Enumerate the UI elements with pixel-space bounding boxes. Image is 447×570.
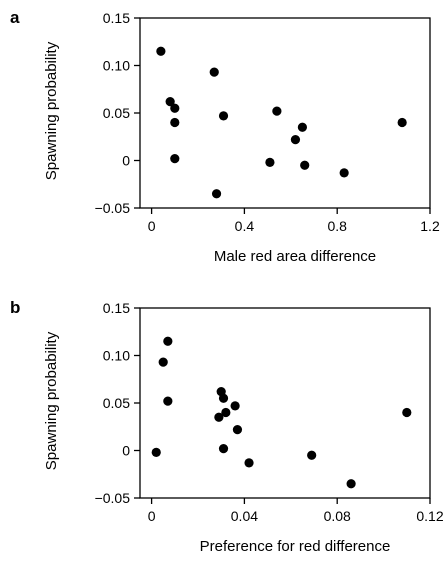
x-tick-label: 0.4 [235,218,255,234]
panel-label-a: a [10,8,20,27]
y-tick-label: 0.15 [103,300,130,316]
data-point [214,412,224,422]
y-tick-label: 0.05 [103,395,130,411]
plot-frame [139,17,431,209]
data-point [218,444,229,454]
x-tick-label: 1.2 [420,218,440,234]
data-point [218,393,229,403]
y-axis-title: Spawning probability [43,331,60,470]
y-tick-label: 0 [122,153,130,169]
data-point [209,67,219,77]
data-point [165,97,175,107]
data-point [163,396,173,406]
data-point [221,407,231,418]
x-axis-title: Male red area difference [214,248,376,265]
data-point [307,450,317,460]
x-axis-title: Preference for red difference [200,538,391,555]
y-tick-label: 0 [122,443,130,459]
data-point [297,122,307,132]
data-point [346,479,356,489]
y-tick-label: 0.05 [103,105,130,121]
data-point [156,46,166,56]
x-tick-label: 0 [148,508,156,524]
scatter-plot-a: −0.05 0 0.05 0.10 0.15 0 0.4 0.8 1.2 Male red are… [43,10,440,265]
data-point [163,336,173,346]
y-tick-label: 0.15 [103,10,130,26]
data-point [170,154,180,164]
x-tick-label: 0.8 [327,218,347,234]
data-point [218,111,229,121]
chart-panel-a: a −0.05 0 0.05 0.10 0.15 0 0.4 0.8 1.2 Male red a… [0,0,447,280]
data-point [170,117,180,128]
y-tick-label: −0.05 [95,490,131,506]
data-point [265,157,275,167]
data-point [397,117,407,128]
y-tick-label: −0.05 [95,200,131,216]
data-point [170,103,180,113]
data-point [290,135,301,145]
x-tick-label: 0.04 [231,508,258,524]
data-point [232,425,243,435]
data-point [300,160,310,170]
data-point [402,407,412,418]
data-point [339,168,349,178]
data-point [244,458,254,468]
y-tick-label: 0.10 [103,348,130,364]
x-tick-label: 0.08 [324,508,351,524]
chart-panel-b: b −0.05 0 0.05 0.10 0.15 0 0.04 0.08 0.12 Prefere… [0,290,447,570]
data-point [211,189,222,199]
scatter-plot-b: −0.05 0 0.05 0.10 0.15 0 0.04 0.08 0.12 Preferenc… [43,300,444,555]
x-tick-label: 0.12 [416,508,443,524]
panel-label-b: b [10,298,21,317]
y-tick-label: 0.10 [103,58,130,74]
plot-frame [139,307,431,499]
data-point [151,447,161,457]
data-point [158,357,168,367]
x-tick-label: 0 [148,218,156,234]
data-point [230,401,240,411]
y-axis-title: Spawning probability [43,41,60,180]
data-point [272,106,282,116]
